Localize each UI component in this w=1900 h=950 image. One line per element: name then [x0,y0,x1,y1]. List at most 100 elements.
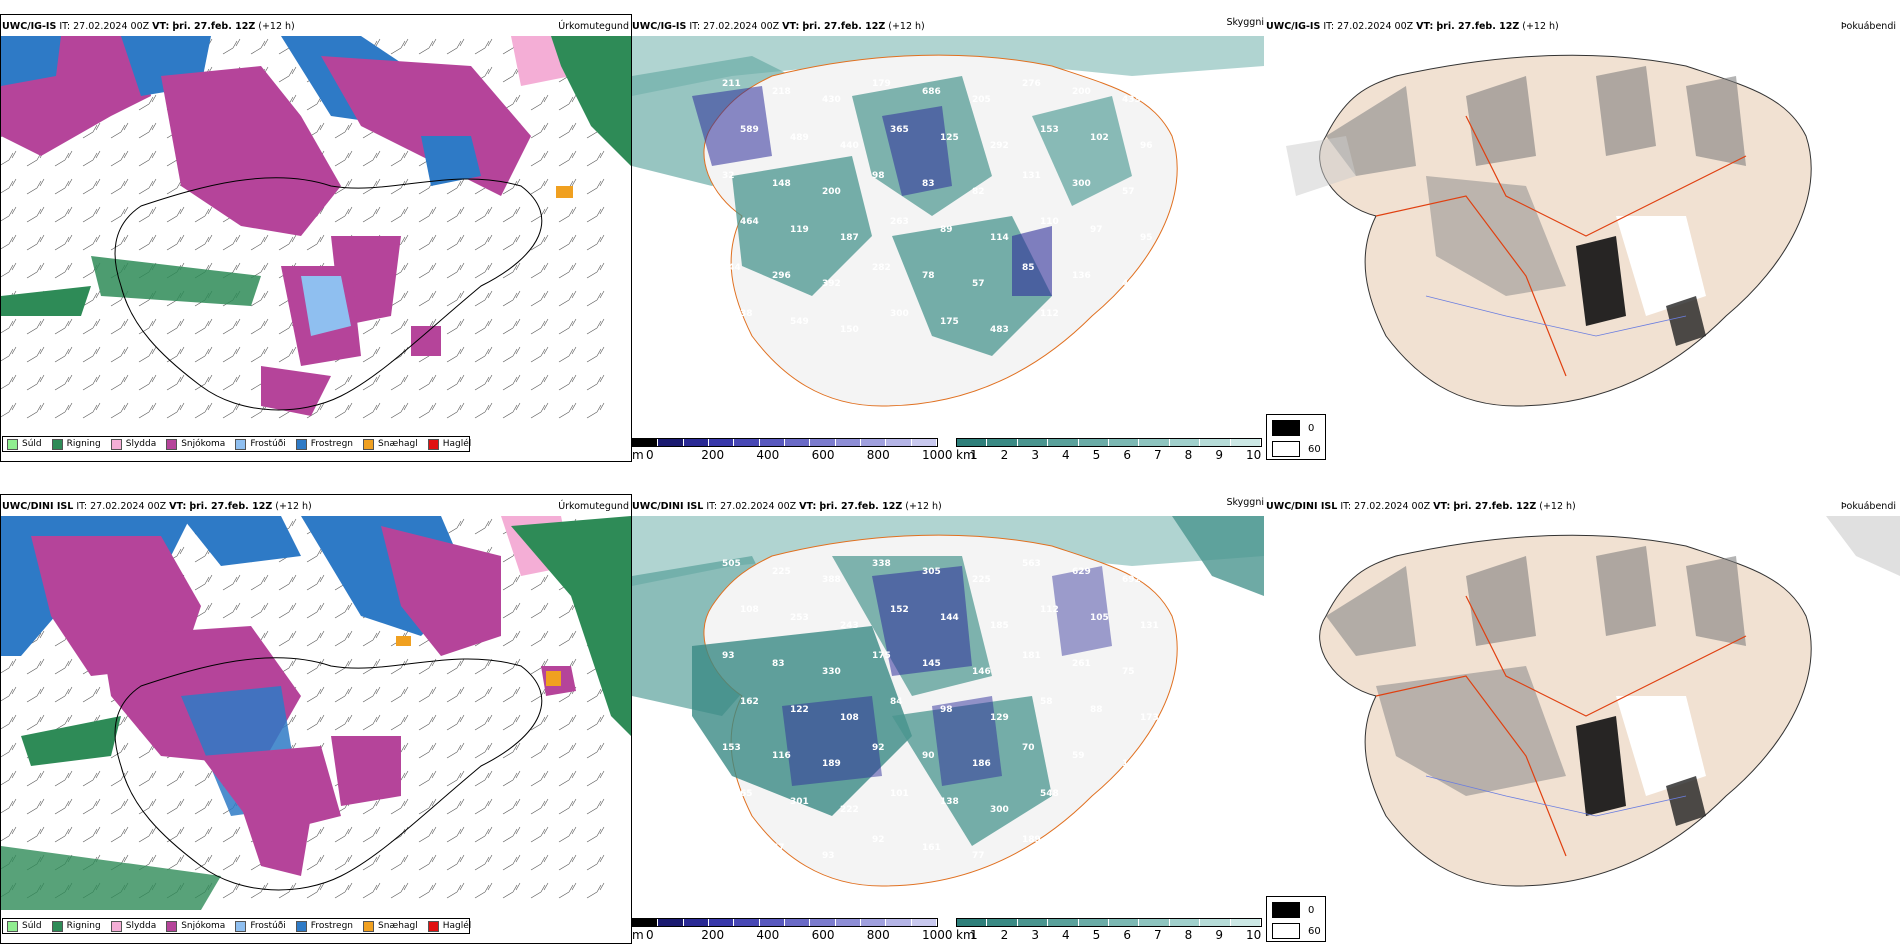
legend-item: Slydda [110,438,156,450]
scale-tick-label: 4 [1062,928,1070,942]
vis-value-label: 102 [1090,133,1109,143]
legend-item: Frostregn [295,920,354,932]
vis-value-label: 98 [940,705,953,715]
scale-swatch [734,919,760,926]
scale-unit: m [632,448,644,462]
scale-swatch [1017,439,1049,446]
vis-value-label: 108 [740,605,759,615]
lead-time: (+12 h) [258,21,295,32]
vis-value-label: 430 [822,95,841,105]
it-value: 27.02.2024 00Z [1337,21,1414,32]
scale-swatch [810,919,836,926]
vis-value-label: 205 [972,95,991,105]
precip-legend-igis: Súld Rigning Slydda Snjókoma Frostúði Frostre… [2,436,471,452]
fog-map-igis [1286,54,1812,407]
precip-legend-dini: Súld Rigning Slydda Snjókoma Frostúði Frostre… [2,918,471,934]
vis-value-label: 489 [790,133,809,143]
scale-swatch [860,439,887,446]
fog-legend-label: 60 [1308,925,1321,937]
legend-swatch [295,920,307,932]
vis-value-label: 225 [972,575,991,585]
vt-value: þri. 27.feb. 12Z [802,21,886,32]
scale-swatch [911,439,937,446]
vis-value-label: 144 [722,263,741,273]
legend-label: Frostregn [310,921,354,931]
vt-label: VT: [799,501,817,512]
vis-value-label: 112 [1040,309,1059,319]
precip-title-dini: Úrkomutegund [558,501,629,512]
it-label: IT: [76,501,88,512]
scale-swatch [1048,439,1079,446]
lead-time: (+12 h) [905,501,942,512]
scale-swatch [658,919,684,926]
vis-value-label: 75 [1122,667,1135,677]
scale-swatch [835,439,861,446]
legend-swatch [51,438,63,450]
legend-swatch [427,438,439,450]
lead-time: (+12 h) [888,21,925,32]
fog-header-dini: UWC/DINI ISL IT: 27.02.2024 00Z VT: þri.… [1266,500,1576,514]
vis-value-label: 108 [840,713,859,723]
scale-tick-label: 200 [701,448,725,462]
scale-tick-label: 600 [811,448,835,462]
vis-value-label: 57 [972,279,985,289]
precip-panel-igis [0,14,632,462]
scale-unit: km [956,928,975,942]
vis-value-label: 77 [972,851,985,861]
legend-label: Slydda [125,921,157,931]
vis-value-label: 153 [722,743,741,753]
legend-swatch [51,920,63,932]
scale-colorbar [956,918,1262,927]
vis-value-label: 150 [840,325,859,335]
vis-value-label: 226 [1072,843,1091,853]
legend-label: Snjókoma [181,921,226,931]
vis-value-label: 173 [1140,713,1159,723]
scale-swatch [683,439,709,446]
legend-label: Rigning [66,439,101,449]
vis-value-label: 166 [1090,797,1109,807]
vis-value-label: 388 [822,575,841,585]
fog-legend-item: 60 [1272,923,1321,939]
vis-value-label: 211 [722,79,741,89]
vis-value-label: 300 [990,805,1009,815]
scale-swatch [658,439,684,446]
vis-value-label: 161 [922,843,941,853]
vis-value-label: 100 [1090,317,1109,327]
vis-value-label: 549 [790,317,809,327]
scale-colorbar [956,438,1262,447]
scale-swatch [1169,919,1201,926]
legend-item: Snjókoma [166,438,225,450]
vt-value: þri. 27.feb. 12Z [819,501,903,512]
vis-value-label: 101 [890,789,909,799]
scale-tick-label: 6 [1123,448,1131,462]
precip-map-igis [1,36,631,419]
vis-value-label: 70 [1022,743,1035,753]
vt-label: VT: [1433,501,1451,512]
vis-value-label: 483 [990,325,1009,335]
it-label: IT: [689,21,701,32]
it-label: IT: [59,21,71,32]
scale-tick-label: 7 [1154,928,1162,942]
precip-panel-dini [0,494,632,944]
vis-value-label: 82 [972,187,985,197]
vis-value-label: 129 [990,713,1009,723]
precip-map-dini [1,516,631,910]
vis-value-label: 433 [1122,95,1141,105]
legend-swatch [295,438,307,450]
vis-value-label: 200 [1072,87,1091,97]
vis-value-label: 589 [740,125,759,135]
vis-value-label: 131 [1140,621,1159,631]
vt-label: VT: [152,21,170,32]
vis-value-label: 32 [722,171,735,181]
scale-colorbar [632,438,938,447]
scale-swatch [784,439,811,446]
scale-swatch [708,439,735,446]
vis-value-label: 179 [872,79,891,89]
vis-value-label: 365 [890,125,909,135]
fog-legend-swatch [1272,902,1300,918]
vt-label: VT: [782,21,800,32]
vis-value-label: 563 [1022,559,1041,569]
vis-value-label: 90 [922,751,935,761]
fog-legend-label: 0 [1308,904,1315,916]
vis-value-label: 392 [822,279,841,289]
